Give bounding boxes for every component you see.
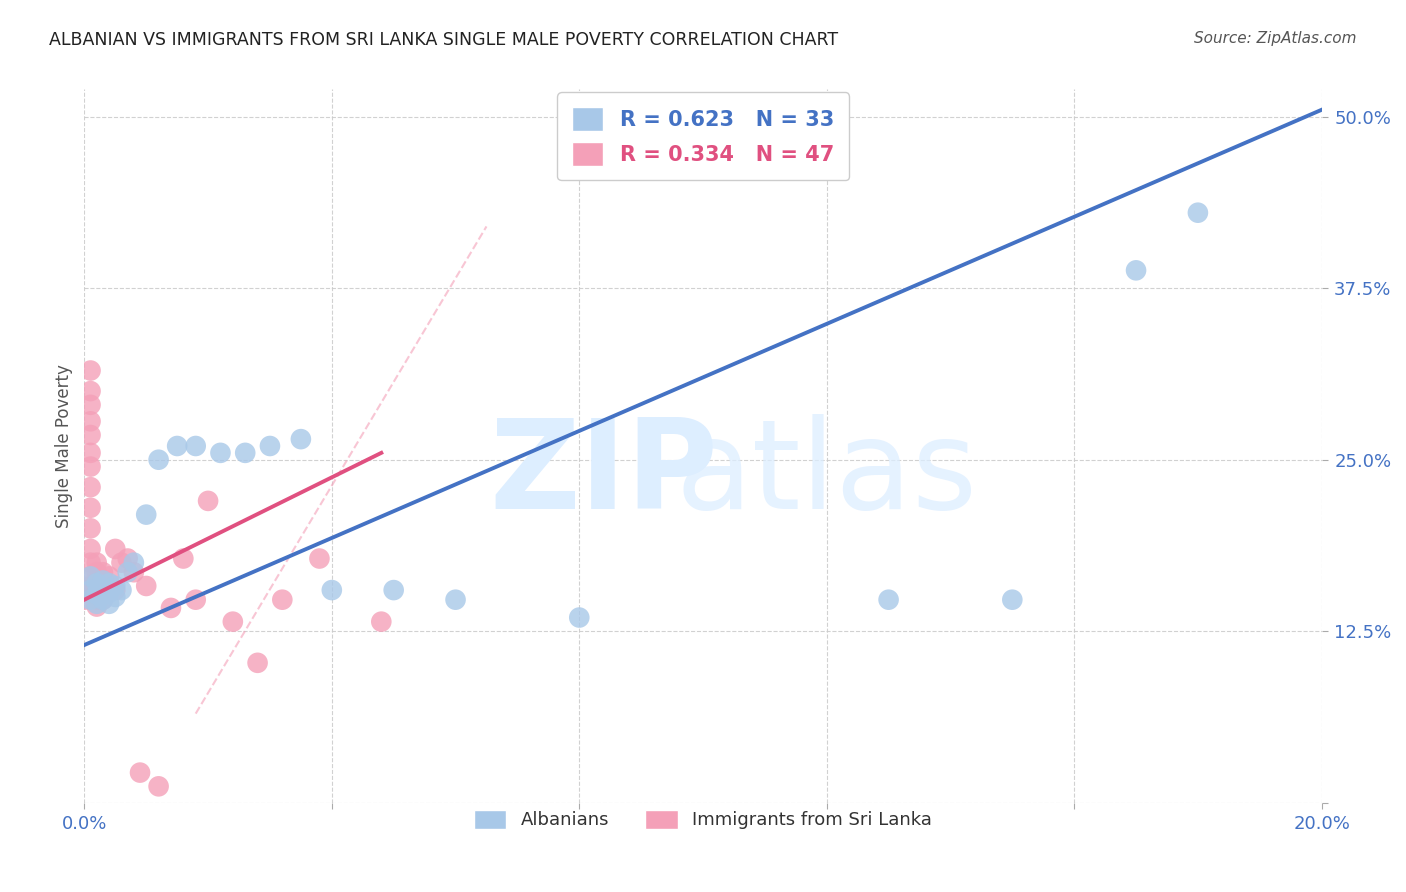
Text: ALBANIAN VS IMMIGRANTS FROM SRI LANKA SINGLE MALE POVERTY CORRELATION CHART: ALBANIAN VS IMMIGRANTS FROM SRI LANKA SI…: [49, 31, 838, 49]
Point: [148, 452, 170, 467]
Point: [91, 583, 114, 598]
Point: [98, 576, 121, 591]
Text: atlas: atlas: [676, 414, 977, 535]
Point: [98, 597, 121, 611]
Point: [86, 576, 108, 591]
Text: ZIP: ZIP: [489, 414, 718, 535]
Point: [79, 579, 101, 593]
Point: [110, 583, 132, 598]
Point: [104, 579, 127, 593]
Point: [79, 446, 101, 460]
Point: [308, 551, 330, 566]
Point: [86, 592, 108, 607]
Point: [86, 574, 108, 588]
Point: [321, 583, 343, 598]
Point: [222, 615, 245, 629]
Point: [233, 446, 256, 460]
Point: [259, 439, 281, 453]
Point: [1125, 263, 1147, 277]
Point: [91, 574, 114, 588]
Point: [86, 566, 108, 580]
Point: [79, 541, 101, 556]
Point: [209, 446, 232, 460]
Point: [79, 363, 101, 377]
Point: [91, 592, 114, 607]
Point: [444, 592, 467, 607]
Point: [73, 592, 96, 607]
Point: [79, 556, 101, 570]
Point: [86, 599, 108, 614]
Point: [79, 398, 101, 412]
Point: [79, 583, 101, 598]
Point: [166, 439, 188, 453]
Point: [104, 590, 127, 604]
Point: [79, 569, 101, 583]
Point: [135, 508, 157, 522]
Point: [122, 556, 145, 570]
Point: [117, 551, 139, 566]
Point: [86, 586, 108, 600]
Point: [86, 556, 108, 570]
Point: [568, 610, 591, 624]
Point: [79, 592, 101, 607]
Point: [73, 583, 96, 598]
Point: [91, 579, 114, 593]
Point: [382, 583, 405, 598]
Point: [148, 780, 170, 794]
Point: [104, 583, 127, 598]
Point: [184, 592, 207, 607]
Point: [184, 439, 207, 453]
Point: [98, 579, 121, 593]
Point: [86, 579, 108, 593]
Point: [86, 587, 108, 601]
Point: [91, 566, 114, 580]
Point: [79, 414, 101, 428]
Point: [117, 566, 139, 580]
Point: [160, 601, 183, 615]
Point: [129, 765, 152, 780]
Point: [86, 597, 108, 611]
Point: [91, 574, 114, 588]
Point: [1001, 592, 1024, 607]
Point: [79, 521, 101, 535]
Point: [79, 384, 101, 398]
Legend: Albanians, Immigrants from Sri Lanka: Albanians, Immigrants from Sri Lanka: [467, 803, 939, 837]
Point: [79, 480, 101, 494]
Point: [91, 592, 114, 607]
Point: [1187, 205, 1209, 219]
Point: [79, 500, 101, 515]
Point: [122, 566, 145, 580]
Point: [246, 656, 269, 670]
Point: [135, 579, 157, 593]
Point: [370, 615, 392, 629]
Point: [110, 556, 132, 570]
Point: [271, 592, 294, 607]
Point: [172, 551, 194, 566]
Y-axis label: Single Male Poverty: Single Male Poverty: [55, 364, 73, 528]
Point: [104, 541, 127, 556]
Point: [98, 586, 121, 600]
Text: Source: ZipAtlas.com: Source: ZipAtlas.com: [1194, 31, 1357, 46]
Point: [877, 592, 900, 607]
Point: [197, 494, 219, 508]
Point: [91, 583, 114, 598]
Point: [79, 459, 101, 474]
Point: [98, 569, 121, 583]
Point: [79, 569, 101, 583]
Point: [290, 432, 312, 446]
Point: [79, 428, 101, 442]
